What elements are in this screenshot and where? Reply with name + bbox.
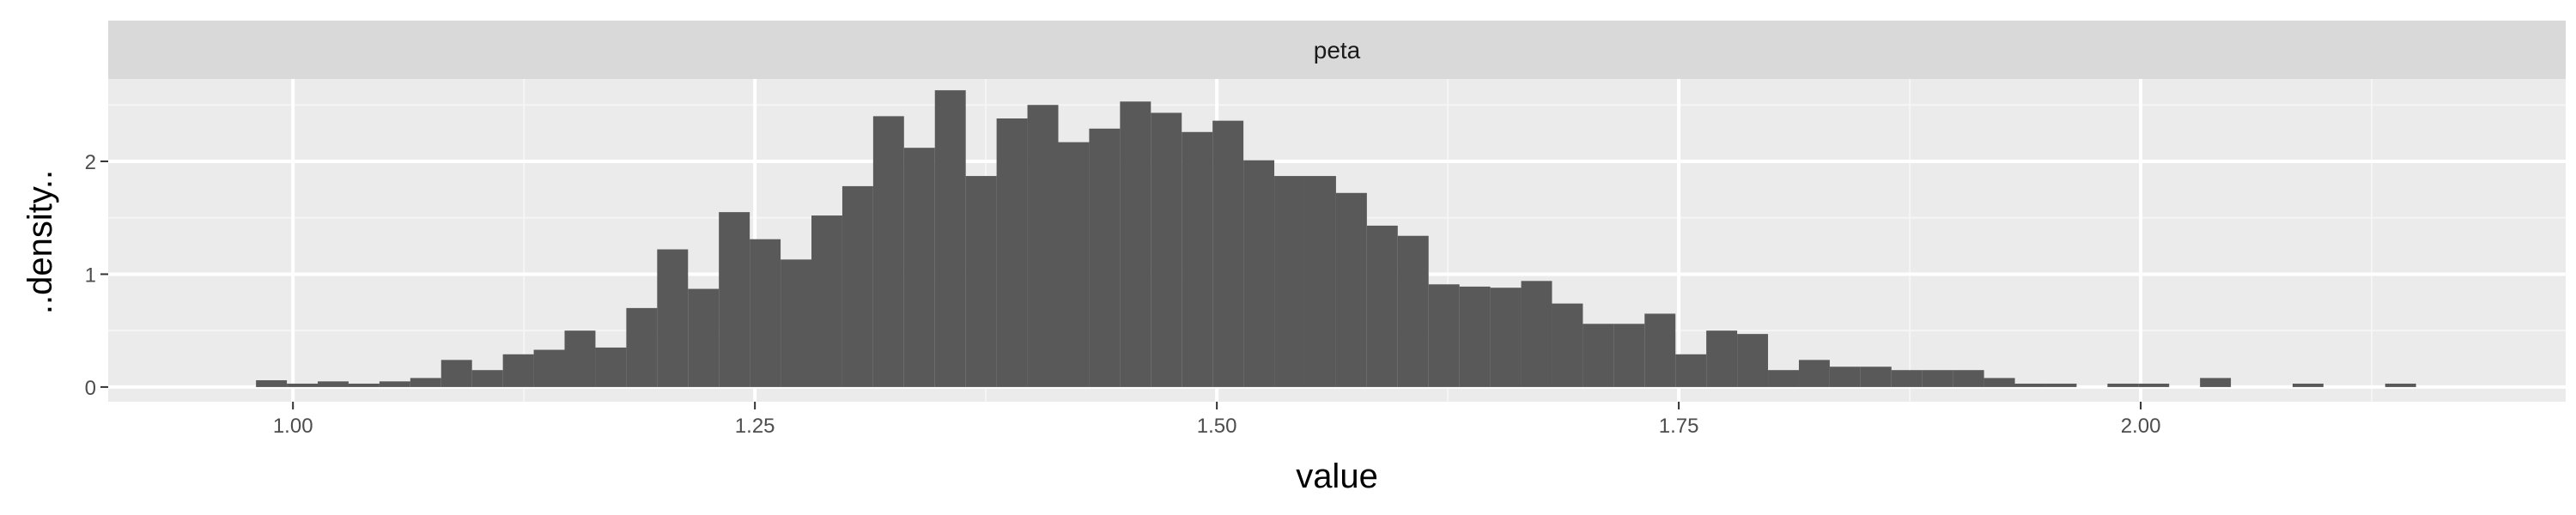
y-tick-label: 1 <box>85 264 96 287</box>
facet-label: peta <box>1314 37 1361 64</box>
y-tick-label: 0 <box>85 377 96 400</box>
histogram-bar <box>1644 313 1676 387</box>
histogram-bar <box>595 347 627 387</box>
histogram-bar <box>1613 324 1645 387</box>
histogram-bar <box>781 259 812 387</box>
histogram-bar <box>318 381 349 387</box>
histogram-bar <box>841 185 873 387</box>
histogram-bar <box>750 239 781 387</box>
histogram-bar <box>1243 160 1275 387</box>
histogram-bar <box>1768 370 1799 387</box>
histogram-bar <box>1490 288 1522 387</box>
histogram-bar <box>2045 383 2077 387</box>
histogram-bar <box>1459 286 1491 387</box>
strip-background <box>108 21 2566 79</box>
histogram-bar <box>502 354 534 387</box>
histogram-bar <box>1089 128 1121 387</box>
histogram-bar <box>1304 176 1336 387</box>
histogram-bar <box>1366 225 1398 387</box>
x-tick-label: 1.50 <box>1197 415 1237 438</box>
histogram-bar <box>1212 120 1244 387</box>
x-axis-title: value <box>1296 457 1378 495</box>
histogram-bar <box>903 148 935 387</box>
histogram-bar <box>1829 367 1861 387</box>
y-axis-ticks: 0 1 2 <box>85 151 108 400</box>
histogram-bar <box>1120 101 1151 387</box>
histogram-bar <box>1182 131 1213 387</box>
histogram-bar <box>379 381 410 387</box>
histogram-bar <box>872 116 904 387</box>
histogram-bar <box>1552 303 1583 387</box>
histogram-bar <box>1428 284 1460 387</box>
histogram-bar <box>410 378 441 387</box>
histogram-bar <box>1953 370 1984 387</box>
histogram-bar <box>348 383 380 387</box>
histogram-bar <box>1737 334 1769 387</box>
histogram-bar <box>719 212 750 387</box>
histogram-bar <box>440 360 472 387</box>
histogram-bar <box>1984 378 2015 387</box>
histogram-bar <box>2014 383 2046 387</box>
histogram-bar <box>2107 383 2139 387</box>
histogram-bar <box>533 349 565 387</box>
histogram-bar <box>1891 370 1923 387</box>
histogram-bar <box>471 370 503 387</box>
histogram-bar <box>1274 176 1305 387</box>
histogram-bars <box>256 90 2416 387</box>
histogram-bar <box>1521 281 1552 387</box>
histogram-bar <box>1151 112 1182 387</box>
histogram-bar <box>688 288 720 387</box>
x-tick-label: 1.25 <box>735 415 775 438</box>
x-tick-label: 1.75 <box>1659 415 1699 438</box>
histogram-bar <box>1397 235 1429 387</box>
histogram-bar <box>811 215 842 387</box>
histogram-bar <box>1675 354 1707 387</box>
histogram-bar <box>934 90 966 387</box>
y-axis-title: ..density.. <box>21 170 59 314</box>
y-tick-label: 2 <box>85 151 96 174</box>
histogram-bar <box>1860 367 1892 387</box>
x-tick-label: 2.00 <box>2121 415 2161 438</box>
histogram-bar <box>1706 330 1738 387</box>
histogram-bar <box>564 330 596 387</box>
histogram-bar <box>1922 370 1953 387</box>
histogram-bar <box>1798 360 1830 387</box>
x-tick-label: 1.00 <box>273 415 313 438</box>
x-axis-ticks: 1.00 1.25 1.50 1.75 2.00 <box>273 402 2161 438</box>
histogram-bar <box>256 380 288 387</box>
histogram-bar <box>1058 142 1090 387</box>
histogram-bar <box>287 383 319 387</box>
histogram-bar <box>2138 383 2170 387</box>
histogram-bar <box>2200 378 2232 387</box>
histogram-bar <box>996 118 1028 387</box>
histogram-bar <box>657 249 689 387</box>
histogram-bar <box>1335 192 1367 387</box>
histogram-bar <box>1583 324 1614 387</box>
histogram-bar <box>2292 383 2324 387</box>
histogram-bar <box>965 176 997 387</box>
histogram-bar <box>1027 105 1059 387</box>
histogram-bar <box>626 307 658 387</box>
histogram-bar <box>2385 383 2416 387</box>
